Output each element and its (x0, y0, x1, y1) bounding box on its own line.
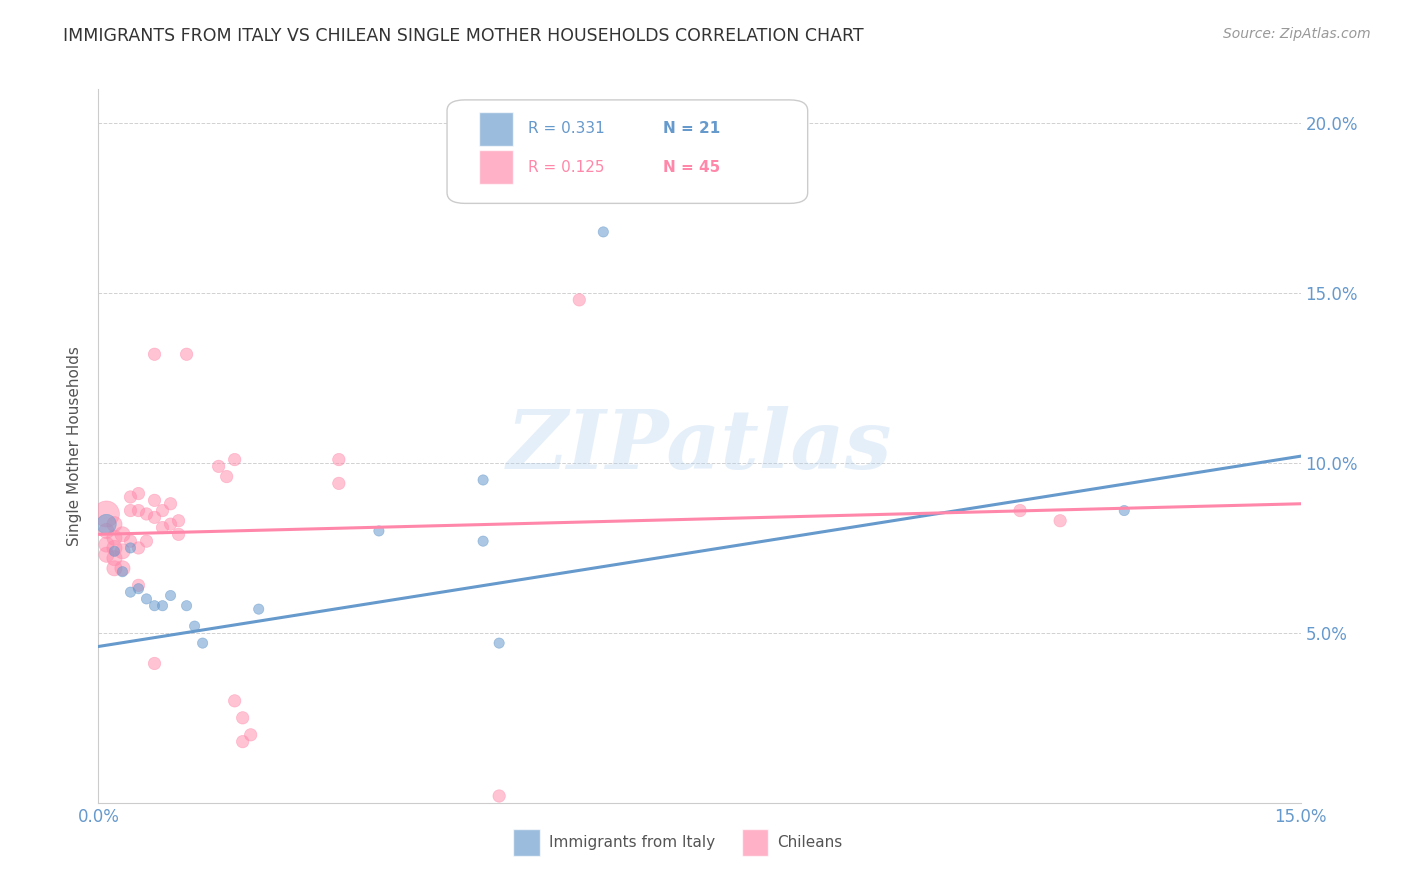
Point (232, 734, 254, 748)
Point (103, 541, 125, 555)
Point (664, 129, 686, 144)
Point (159, 517, 181, 532)
Y-axis label: Single Mother Households: Single Mother Households (67, 346, 83, 546)
Point (159, 589, 181, 603)
Point (176, 347, 198, 361)
Point (488, 636, 510, 650)
Point (239, 728, 262, 742)
Bar (479, 112, 513, 146)
Point (103, 517, 125, 532)
Point (103, 551, 125, 566)
Point (568, 293, 591, 307)
Point (191, 636, 214, 650)
FancyBboxPatch shape (447, 100, 807, 203)
Point (232, 711, 254, 725)
Point (111, 561, 134, 575)
Point (120, 490, 142, 504)
Point (224, 452, 246, 467)
Point (103, 544, 125, 558)
Point (159, 497, 181, 511)
Point (135, 591, 157, 606)
Text: N = 21: N = 21 (664, 121, 721, 136)
Point (215, 469, 238, 483)
Bar (513, 830, 540, 856)
Point (472, 473, 495, 487)
Text: Chileans: Chileans (778, 835, 842, 850)
Point (1114, 503, 1136, 517)
Point (96, 517, 118, 532)
Point (128, 582, 150, 596)
Point (368, 524, 391, 538)
Point (143, 493, 166, 508)
Point (472, 534, 495, 549)
Point (152, 520, 174, 534)
Point (135, 507, 157, 521)
Point (120, 541, 142, 555)
Text: N = 45: N = 45 (664, 160, 721, 175)
Point (128, 541, 150, 555)
Point (96, 507, 118, 521)
Point (208, 459, 231, 474)
Point (176, 599, 198, 613)
Point (167, 527, 190, 541)
Point (120, 585, 142, 599)
Point (111, 527, 134, 541)
Point (224, 694, 246, 708)
Point (143, 599, 166, 613)
Point (152, 599, 174, 613)
Point (143, 347, 166, 361)
Bar (741, 830, 768, 856)
Point (135, 534, 157, 549)
Text: R = 0.331: R = 0.331 (527, 121, 605, 136)
Point (328, 452, 350, 467)
Point (120, 534, 142, 549)
Text: Immigrants from Italy: Immigrants from Italy (550, 835, 716, 850)
Point (488, 789, 510, 803)
Point (128, 578, 150, 592)
Point (143, 657, 166, 671)
Point (96, 537, 118, 551)
Point (1010, 503, 1032, 517)
Point (103, 531, 125, 545)
Point (96, 524, 118, 538)
Point (592, 225, 614, 239)
Point (1049, 514, 1071, 528)
Bar (479, 150, 513, 185)
Point (128, 503, 150, 517)
Text: ZIPatlas: ZIPatlas (506, 406, 893, 486)
Point (183, 619, 205, 633)
Text: Source: ZipAtlas.com: Source: ZipAtlas.com (1223, 27, 1371, 41)
Point (328, 476, 350, 491)
Point (143, 510, 166, 524)
Point (111, 565, 134, 579)
Text: IMMIGRANTS FROM ITALY VS CHILEAN SINGLE MOTHER HOUSEHOLDS CORRELATION CHART: IMMIGRANTS FROM ITALY VS CHILEAN SINGLE … (63, 27, 863, 45)
Point (128, 486, 150, 500)
Text: R = 0.125: R = 0.125 (527, 160, 605, 175)
Point (167, 514, 190, 528)
Point (103, 561, 125, 575)
Point (96, 548, 118, 562)
Point (247, 602, 270, 616)
Point (120, 503, 142, 517)
Point (152, 503, 174, 517)
Point (111, 544, 134, 558)
